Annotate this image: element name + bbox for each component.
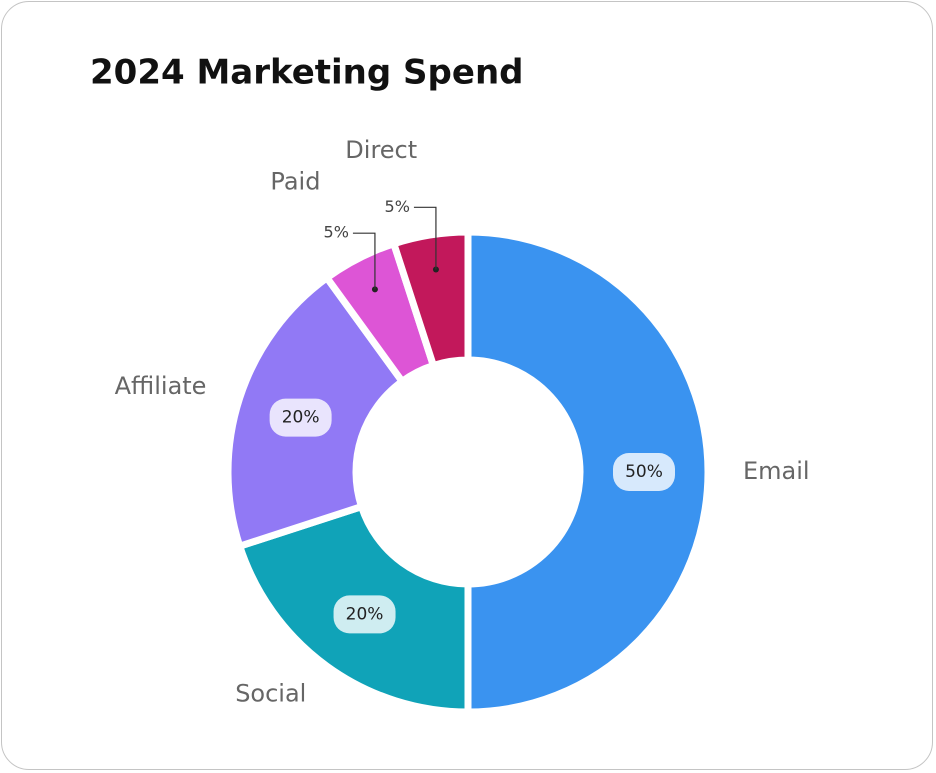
donut-slice [390,228,472,369]
category-label: Affiliate [115,372,207,400]
category-label: Direct [345,136,417,164]
value-label: 5% [385,197,410,216]
category-label: Email [743,457,810,485]
value-label: 5% [324,223,349,242]
category-label: Social [235,679,306,707]
value-label-bg [333,595,396,634]
category-label: Paid [270,167,320,195]
leader-line [352,232,376,290]
value-label: 20% [282,408,320,428]
value-label: 20% [346,604,384,624]
value-label-bg [269,398,332,437]
donut-slice [464,228,712,716]
value-label-bg [613,453,675,491]
leader-line [413,206,437,270]
chart-title: 2024 Marketing Spend [90,53,523,93]
value-label: 50% [625,462,663,482]
